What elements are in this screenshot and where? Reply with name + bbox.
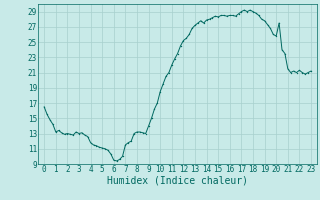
X-axis label: Humidex (Indice chaleur): Humidex (Indice chaleur) [107,176,248,186]
